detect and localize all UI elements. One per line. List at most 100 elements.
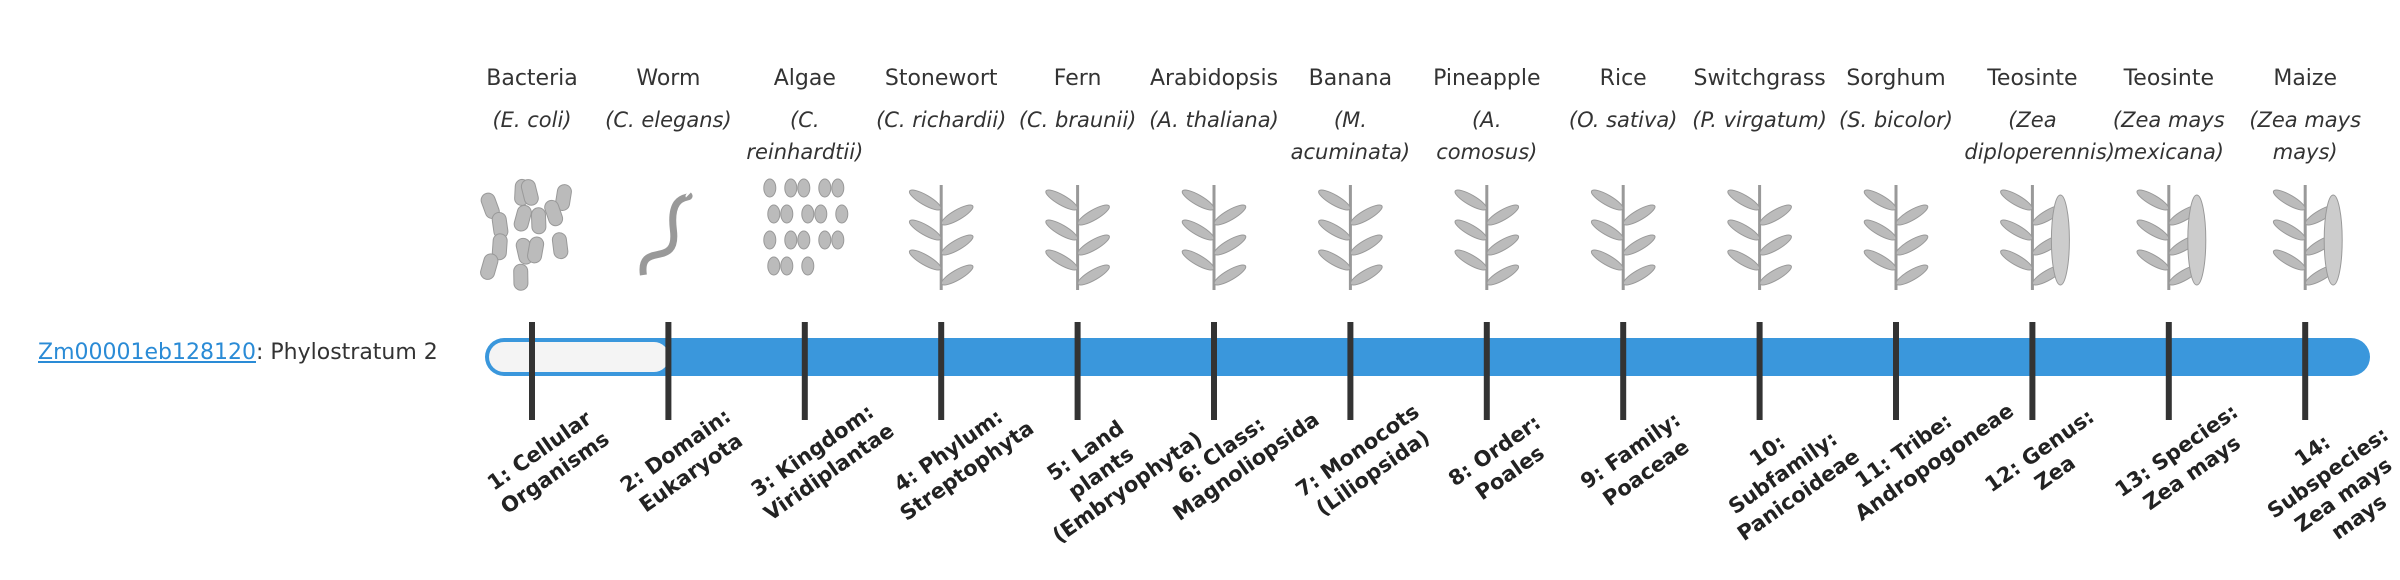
- organism-species: (A. thaliana): [1149, 108, 1279, 132]
- organism-species: (C. braunii): [1018, 108, 1137, 132]
- cell: [801, 256, 815, 276]
- cell: [831, 178, 845, 198]
- leaf: [1895, 204, 1929, 226]
- leaf: [1350, 264, 1383, 286]
- organism-species: (C. richardii): [876, 108, 1007, 132]
- cell: [780, 204, 794, 224]
- organism-name: Pineapple: [1433, 66, 1541, 91]
- leaf: [1590, 189, 1624, 211]
- leaf: [908, 219, 942, 241]
- leaf: [1863, 189, 1897, 211]
- cell: [767, 256, 781, 276]
- cob: [2323, 194, 2343, 286]
- leaf: [2136, 249, 2170, 271]
- leaf: [1318, 219, 1351, 241]
- cell: [835, 204, 849, 224]
- bar-unmatched: [489, 342, 669, 372]
- leaf: [1727, 249, 1760, 271]
- leaf: [1454, 189, 1488, 211]
- leaf: [1077, 204, 1110, 226]
- leaf: [1863, 249, 1897, 271]
- organism-species: (C. reinhardtii): [746, 108, 864, 164]
- leaf: [1045, 189, 1078, 211]
- rod: [527, 236, 545, 264]
- leaf: [2000, 189, 2033, 211]
- rod: [491, 233, 508, 261]
- organism-name: Teosinte: [2123, 66, 2214, 91]
- leaf: [1318, 189, 1351, 211]
- organism-name: Switchgrass: [1693, 66, 1826, 91]
- leaf: [1895, 234, 1929, 256]
- leaf: [2136, 189, 2170, 211]
- organism-illustration: [1318, 185, 1383, 290]
- organism-illustration: [1045, 185, 1110, 290]
- leaf: [2272, 249, 2306, 271]
- cell: [763, 230, 777, 250]
- leaf: [1895, 264, 1929, 286]
- leaf: [1622, 234, 1656, 256]
- organism-species: (C. elegans): [605, 108, 732, 132]
- organism-illustration: [2136, 185, 2207, 290]
- rod: [520, 179, 539, 206]
- organism-illustration: [1863, 185, 1929, 290]
- leaf: [1045, 249, 1078, 271]
- leaf: [1590, 249, 1624, 271]
- leaf: [2272, 219, 2306, 241]
- cell: [797, 178, 811, 198]
- leaf: [1622, 204, 1656, 226]
- gene-link[interactable]: Zm00001eb128120: [38, 340, 256, 365]
- leaf: [1213, 234, 1247, 256]
- leaf: [1077, 234, 1110, 256]
- leaf: [1590, 219, 1624, 241]
- rod: [513, 204, 532, 232]
- organism-name: Maize: [2273, 66, 2338, 91]
- leaf: [1181, 219, 1215, 241]
- leaf: [1181, 249, 1215, 271]
- cob: [2187, 194, 2207, 286]
- bar-track: [485, 338, 2370, 376]
- leaf: [1759, 234, 1792, 256]
- leaf: [1045, 219, 1078, 241]
- organism-species: (S. bicolor): [1839, 108, 1953, 132]
- leaf: [2000, 249, 2033, 271]
- organism-name: Banana: [1308, 66, 1393, 91]
- rod: [555, 184, 572, 211]
- leaf: [1759, 204, 1792, 226]
- organism-species: (P. virgatum): [1692, 108, 1827, 132]
- gene-line: Zm00001eb128120: Phylostratum 2: [38, 340, 438, 365]
- leaf: [1727, 219, 1760, 241]
- leaf: [1350, 234, 1383, 256]
- leaf: [1350, 204, 1383, 226]
- gene-stratum: : Phylostratum 2: [255, 340, 438, 365]
- organism-name: Rice: [1599, 66, 1647, 91]
- organism-illustration: [2272, 185, 2343, 290]
- organism-name: Sorghum: [1846, 66, 1946, 91]
- leaf: [1454, 219, 1488, 241]
- leaf: [1727, 189, 1760, 211]
- rod: [480, 253, 499, 280]
- leaf: [908, 189, 942, 211]
- organism-species: (E. coli): [492, 108, 572, 132]
- cell: [763, 178, 777, 198]
- rod: [544, 199, 564, 227]
- organism-illustration: [1727, 185, 1792, 290]
- organism-species: (Zea mays mexicana): [2112, 108, 2225, 164]
- organism-species: (O. sativa): [1568, 108, 1678, 132]
- organism-name: Arabidopsis: [1149, 66, 1279, 91]
- organism-illustration: [1454, 185, 1520, 290]
- leaf: [1077, 264, 1110, 286]
- rod: [530, 207, 547, 235]
- worm: [639, 192, 693, 276]
- leaf: [1622, 264, 1656, 286]
- rod: [513, 263, 529, 291]
- leaf: [1213, 264, 1247, 286]
- organism-illustration: [908, 185, 974, 290]
- organism-name: Teosinte: [1987, 66, 2078, 91]
- leaf: [2136, 219, 2170, 241]
- cell: [784, 178, 798, 198]
- organism-species: (Zea diploperennis): [1964, 108, 2115, 164]
- cell: [814, 204, 828, 224]
- cell: [780, 256, 794, 276]
- organism-illustration: [2000, 185, 2070, 290]
